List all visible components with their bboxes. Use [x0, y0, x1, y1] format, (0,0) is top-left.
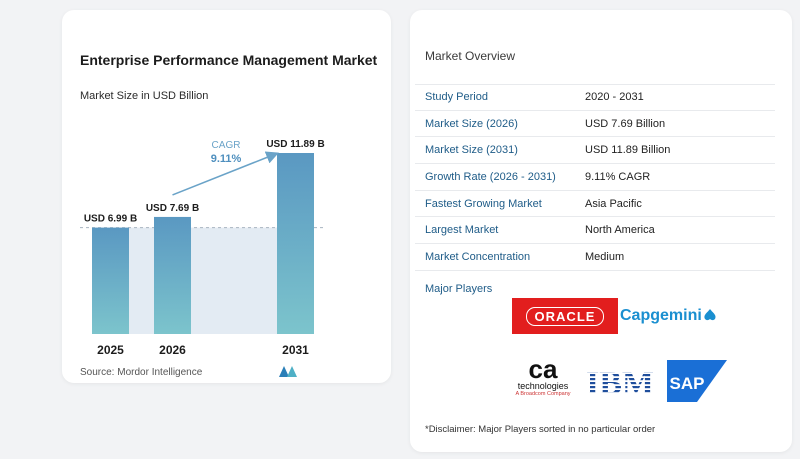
overview-row: Market Size (2031) USD 11.89 Billion — [415, 137, 775, 165]
overview-row-value: USD 7.69 Billion — [585, 117, 666, 130]
bar-value-label: USD 7.69 B — [146, 203, 199, 214]
sap-logo-text: SAP — [670, 374, 705, 393]
overview-row-value: 9.11% CAGR — [585, 170, 651, 183]
overview-row-label: Fastest Growing Market — [425, 197, 542, 210]
bar-2025 — [92, 227, 129, 334]
overview-row-value: North America — [585, 224, 655, 237]
overview-row-label: Growth Rate (2026 - 2031) — [425, 170, 556, 183]
ca-logo-text: ca — [528, 354, 558, 384]
bar-value-label: USD 6.99 B — [84, 214, 137, 225]
overview-row: Fastest Growing Market Asia Pacific — [415, 191, 775, 218]
disclaimer: *Disclaimer: Major Players sorted in no … — [425, 424, 656, 435]
overview-row: Market Size (2026) USD 7.69 Billion — [415, 111, 775, 138]
overview-row: Market Concentration Medium — [415, 244, 775, 271]
overview-row-label: Market Size (2026) — [425, 117, 518, 130]
spade-icon — [704, 309, 716, 321]
overview-title: Market Overview — [425, 49, 516, 63]
ca-technologies-logo: ca technologies A Broadcom Company — [512, 354, 574, 409]
ca-broadcom-text: A Broadcom Company — [515, 391, 571, 397]
ibm-logo: IBM — [586, 365, 654, 402]
cagr-arrow — [172, 151, 279, 196]
bar-2031 — [277, 153, 314, 334]
overview-row-value: Asia Pacific — [585, 197, 642, 210]
overview-row-value: 2020 - 2031 — [585, 91, 644, 104]
major-players-label: Major Players — [425, 283, 493, 295]
bar-value-label: USD 11.89 B — [266, 139, 324, 150]
sap-logo: SAP — [667, 360, 727, 402]
bar-2026 — [154, 216, 191, 334]
cagr-label: CAGR — [212, 140, 241, 151]
cagr-value: 9.11% — [211, 153, 242, 165]
overview-row: Largest Market North America — [415, 217, 775, 245]
x-tick-label: 2025 — [97, 343, 124, 357]
bar-chart: USD 6.99 B 2025 USD 7.69 B 2026 USD 11.89 B 2… — [80, 139, 325, 357]
oracle-logo-text: ORACLE — [525, 306, 605, 326]
source-text: Source: Mordor Intelligence — [80, 367, 203, 378]
chart-subtitle: Market Size in USD Billion — [80, 90, 209, 102]
overview-row-label: Market Concentration — [425, 250, 531, 263]
baseline-shade — [129, 227, 277, 334]
overview-card — [410, 10, 792, 452]
overview-row: Growth Rate (2026 - 2031) 9.11% CAGR — [415, 164, 775, 191]
ibm-logo-text: IBM — [586, 365, 654, 402]
ca-technologies-text: technologies — [517, 381, 569, 391]
x-tick-label: 2031 — [282, 343, 309, 357]
overview-row-label: Largest Market — [425, 224, 499, 237]
oracle-logo: ORACLE — [512, 298, 618, 334]
overview-table: Study Period 2020 - 2031 Market Size (2026… — [415, 84, 775, 271]
capgemini-logo-text: Capgemini — [620, 307, 702, 324]
overview-row-label: Market Size (2031) — [425, 144, 518, 157]
overview-row-label: Study Period — [425, 91, 488, 104]
capgemini-logo: Capgemini — [620, 298, 732, 334]
overview-row: Study Period 2020 - 2031 — [415, 84, 775, 111]
overview-row-value: USD 11.89 Billion — [585, 144, 671, 157]
mordor-logo-icon — [279, 366, 297, 377]
overview-row-value: Medium — [585, 250, 625, 263]
chart-title: Enterprise Performance Management Market — [80, 52, 378, 68]
x-tick-label: 2026 — [159, 343, 186, 357]
